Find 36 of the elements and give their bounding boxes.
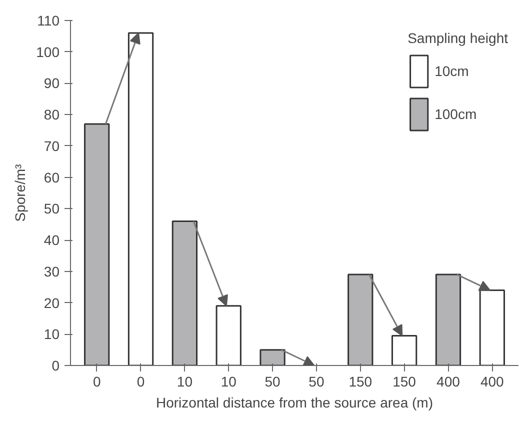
- x-tick-label: 50: [264, 374, 281, 390]
- y-tick-label: 50: [44, 200, 60, 217]
- x-tick-label: 10: [176, 374, 193, 390]
- x-tick-label: 150: [392, 374, 416, 390]
- legend-label: 10cm: [434, 63, 469, 79]
- legend-title: Sampling height: [408, 30, 508, 46]
- y-axis-title: Spore/m³: [12, 164, 28, 222]
- y-tick-label: 70: [44, 138, 60, 154]
- bar: [435, 274, 462, 366]
- x-tick-label: 0: [92, 374, 101, 390]
- x-tick-label: 10: [220, 374, 237, 390]
- y-tick-label: 110: [37, 12, 60, 28]
- x-axis-title: Horizontal distance from the source area (m): [156, 394, 433, 410]
- bar: [479, 289, 505, 366]
- y-tick-label: 10: [44, 326, 60, 342]
- y-tick-label: 90: [44, 75, 60, 92]
- bar: [391, 334, 418, 366]
- bar: [348, 274, 374, 366]
- bar: [128, 32, 154, 366]
- x-tick-label: 50: [308, 374, 324, 390]
- x-tick-label: 400: [436, 374, 460, 390]
- y-tick-label: 60: [44, 169, 60, 186]
- y-tick-label: 100: [36, 44, 60, 60]
- bar: [84, 123, 110, 366]
- y-tick-label: 0: [52, 358, 60, 374]
- x-tick-label: 0: [136, 374, 145, 390]
- bar: [216, 305, 242, 366]
- bar: [172, 220, 198, 366]
- x-tick-label: 150: [348, 374, 372, 390]
- x-tick-label: 400: [480, 374, 504, 390]
- y-tick-label: 40: [44, 232, 60, 248]
- y-tick-label: 30: [44, 263, 60, 280]
- bar: [260, 349, 286, 366]
- y-tick-label: 20: [44, 294, 60, 311]
- legend-label: 100cm: [434, 106, 477, 122]
- y-tick-label: 80: [44, 106, 60, 123]
